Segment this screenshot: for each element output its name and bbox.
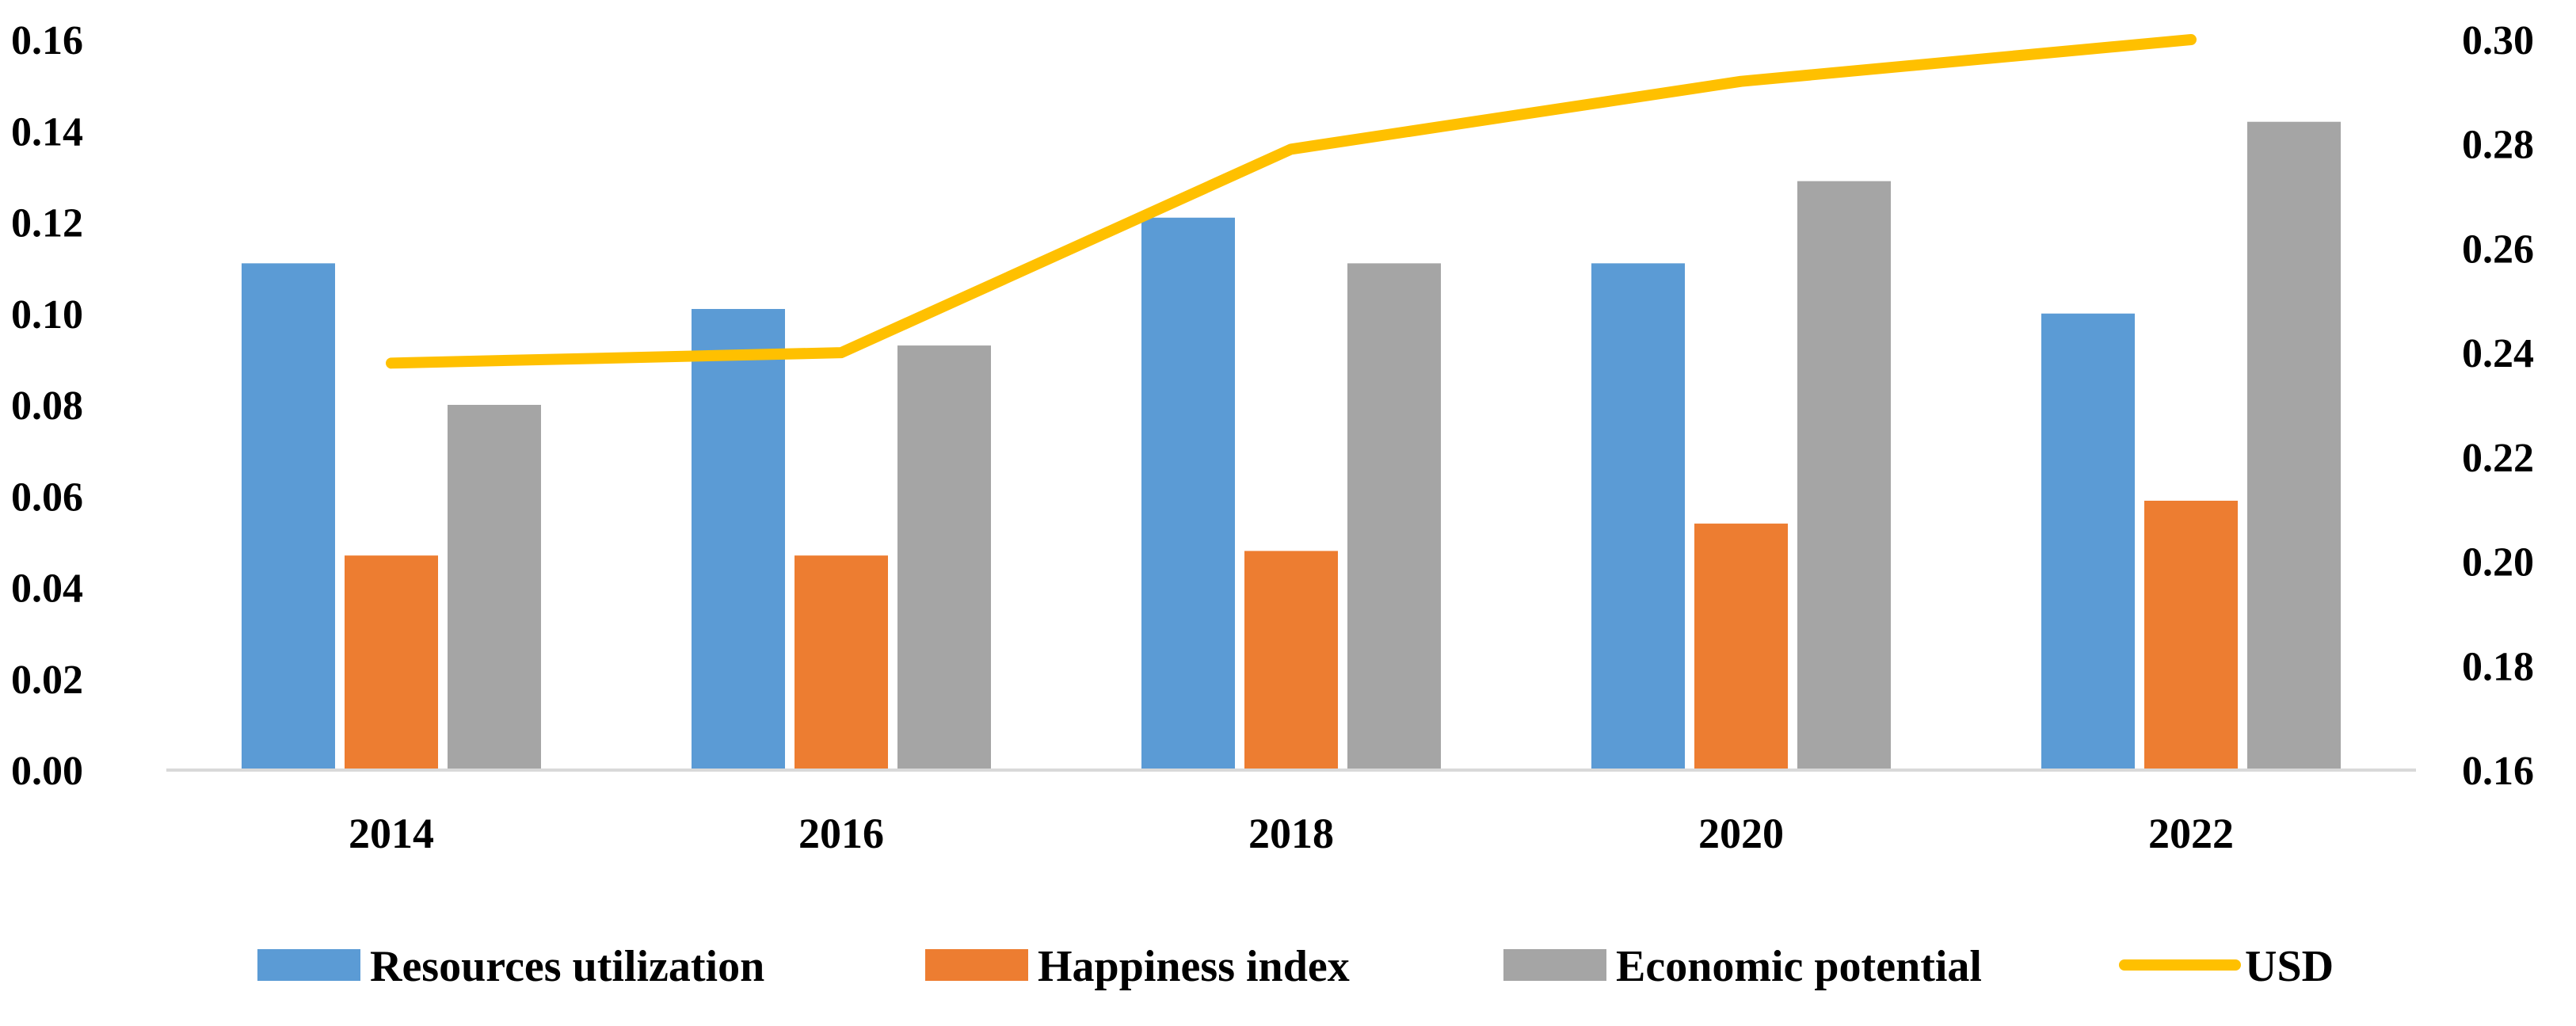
point-usd-2016 (840, 352, 842, 354)
legend-label-usd: USD (2245, 942, 2334, 991)
bar-happiness-index-2018 (1244, 551, 1338, 770)
point-usd-2018 (1290, 148, 1292, 151)
legend-swatch-resources-utilization (257, 949, 360, 981)
x-tick-label: 2020 (1698, 810, 1784, 857)
line-layer (386, 34, 2197, 369)
bar-economic-potential-2018 (1347, 263, 1441, 770)
left-tick-label: 0.02 (11, 658, 83, 703)
right-tick-label: 0.30 (2462, 18, 2534, 63)
left-tick-label: 0.06 (11, 475, 83, 520)
x-axis-ticks: 2014 2016 2018 2020 2022 (349, 810, 2234, 857)
legend-label-resources-utilization: Resources utilization (370, 942, 764, 991)
right-tick-label: 0.22 (2462, 436, 2534, 481)
bar-happiness-index-2020 (1694, 523, 1788, 770)
x-tick-label: 2018 (1248, 810, 1334, 857)
bar-economic-potential-2022 (2247, 121, 2341, 771)
point-usd-2022 (2190, 39, 2192, 40)
bar-happiness-index-2014 (345, 555, 438, 770)
left-tick-label: 0.10 (11, 292, 83, 338)
bar-resources-utilization-2022 (2041, 313, 2135, 770)
bar-resources-utilization-2018 (1141, 217, 1235, 770)
bar-resources-utilization-2016 (692, 308, 785, 770)
bar-economic-potential-2014 (448, 405, 541, 770)
left-tick-label: 0.04 (11, 566, 83, 612)
legend-swatch-happiness-index (925, 949, 1028, 981)
legend: Resources utilization Happiness index Econ… (257, 942, 2334, 991)
right-tick-label: 0.28 (2462, 123, 2534, 168)
right-tick-label: 0.24 (2462, 331, 2534, 376)
right-tick-label: 0.16 (2462, 749, 2534, 794)
bar-economic-potential-2020 (1797, 181, 1891, 770)
bar-resources-utilization-2020 (1591, 263, 1685, 770)
legend-label-happiness-index: Happiness index (1038, 942, 1350, 991)
left-axis-ticks: 0.00 0.02 0.04 0.06 0.08 0.10 0.12 0.14 0.16 (11, 18, 83, 794)
right-tick-label: 0.20 (2462, 540, 2534, 585)
point-usd-2020 (1740, 80, 1742, 82)
x-tick-label: 2014 (349, 810, 434, 857)
right-tick-label: 0.26 (2462, 227, 2534, 272)
left-tick-label: 0.16 (11, 18, 83, 63)
x-tick-label: 2016 (798, 810, 884, 857)
bar-happiness-index-2022 (2144, 501, 2238, 770)
right-tick-label: 0.18 (2462, 644, 2534, 689)
line-usd (386, 34, 2197, 369)
bars-layer (242, 121, 2341, 771)
legend-swatch-economic-potential (1503, 949, 1606, 981)
x-tick-label: 2022 (2148, 810, 2234, 857)
left-tick-label: 0.00 (11, 749, 83, 794)
left-tick-label: 0.08 (11, 383, 83, 429)
left-tick-label: 0.12 (11, 201, 83, 246)
right-axis-ticks: 0.16 0.18 0.20 0.22 0.24 0.26 0.28 0.30 (2462, 18, 2534, 794)
bar-happiness-index-2016 (795, 555, 888, 770)
bar-resources-utilization-2014 (242, 263, 335, 770)
left-tick-label: 0.14 (11, 109, 83, 154)
legend-label-economic-potential: Economic potential (1616, 942, 1982, 991)
bar-economic-potential-2016 (897, 345, 991, 770)
point-usd-2014 (391, 362, 392, 364)
